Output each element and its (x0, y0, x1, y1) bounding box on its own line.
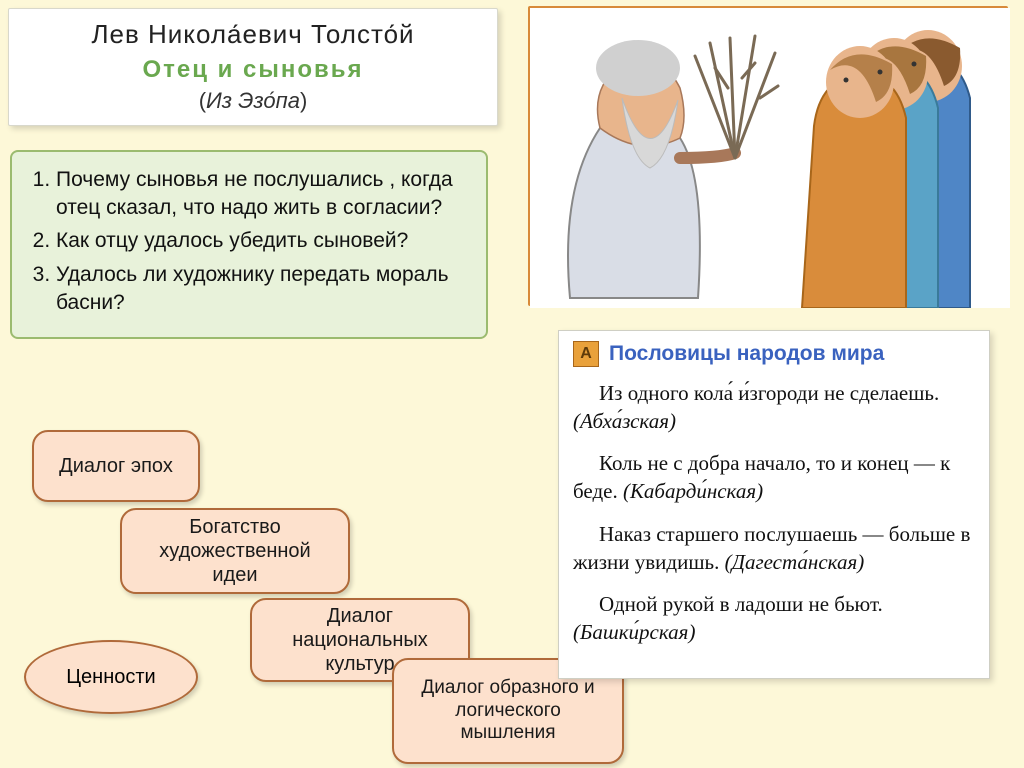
illustration-svg (530, 8, 1010, 308)
work-source: (Из Эзо́па) (23, 88, 483, 114)
concept-bubble-epochs: Диалог эпох (32, 430, 200, 502)
proverb-item: Наказ старшего послушаешь — больше в жиз… (573, 520, 973, 576)
proverbs-card: А Пословицы народов мира Из одного кола́… (558, 330, 990, 679)
title-card: Лев Никола́евич Толсто́й Отец и сыновья … (8, 8, 498, 126)
illustration-frame (528, 6, 1008, 306)
work-title: Отец и сыновья (23, 56, 483, 84)
question-item: Удалось ли художнику передать мораль бас… (56, 261, 470, 316)
author-name: Лев Никола́евич Толсто́й (23, 19, 483, 50)
proverb-text: Из одного кола́ и́згороди не сделаешь. (599, 381, 939, 405)
proverb-text: Одной рукой в ладоши не бьют. (599, 592, 883, 616)
source-inner: Из Эзо́па (206, 88, 300, 113)
proverb-origin: (Абха́зская) (573, 409, 676, 433)
questions-list: Почему сыновья не послушались , когда от… (26, 166, 470, 317)
proverb-item: Из одного кола́ и́згороди не сделаешь. (… (573, 379, 973, 435)
proverbs-header-row: А Пословицы народов мира (573, 341, 973, 367)
proverb-origin: (Башки́рская) (573, 620, 695, 644)
proverb-item: Коль не с добра начало, то и конец — к б… (573, 449, 973, 505)
proverb-item: Одной рукой в ладоши не бьют. (Башки́рск… (573, 590, 973, 646)
proverb-origin: (Кабарди́нская) (623, 479, 763, 503)
proverbs-header-icon: А (573, 341, 599, 367)
question-item: Почему сыновья не послушались , когда от… (56, 166, 470, 221)
proverb-origin: (Дагеста́нская) (725, 550, 865, 574)
concept-oval-values: Ценности (24, 640, 198, 714)
proverbs-heading: Пословицы народов мира (609, 342, 884, 366)
paren-open: ( (199, 88, 206, 113)
concept-bubble-artistic-idea: Богатство художественной идеи (120, 508, 350, 594)
paren-close: ) (300, 88, 307, 113)
question-item: Как отцу удалось убедить сыновей? (56, 227, 470, 255)
questions-card: Почему сыновья не послушались , когда от… (10, 150, 488, 339)
